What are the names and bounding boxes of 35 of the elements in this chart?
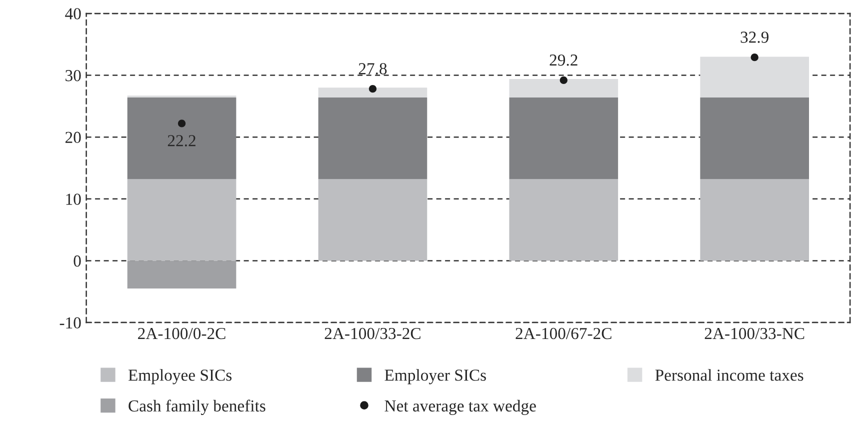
point bbox=[560, 76, 568, 84]
y-tick-label: 30 bbox=[66, 70, 81, 82]
bar bbox=[318, 179, 428, 261]
bar bbox=[509, 98, 618, 180]
bar bbox=[700, 179, 810, 261]
y-tick-label: 20 bbox=[66, 132, 81, 144]
x-tick-label: 2A-100/67-2C bbox=[516, 328, 612, 340]
data-label: 32.9 bbox=[740, 32, 768, 43]
legend-label: Cash family benefits bbox=[128, 400, 266, 415]
bar bbox=[700, 98, 810, 180]
point bbox=[368, 85, 377, 93]
bar bbox=[700, 56, 810, 98]
bar bbox=[127, 179, 236, 261]
x-tick-label: 2A-100/0-2C bbox=[138, 328, 226, 340]
y-tick-label: 10 bbox=[66, 194, 81, 205]
legend-label: Employer SICs bbox=[384, 369, 486, 384]
y-tick-label: -10 bbox=[60, 317, 81, 329]
point bbox=[178, 120, 186, 128]
y-tick-label: 40 bbox=[65, 8, 81, 20]
legend-label: Net average tax wedge bbox=[384, 400, 536, 415]
point bbox=[750, 54, 758, 62]
x-tick-label: 2A-100/33-2C bbox=[324, 328, 420, 340]
bar bbox=[127, 260, 236, 289]
data-label: 29.2 bbox=[550, 54, 578, 66]
legend-label: Employee SICs bbox=[128, 369, 232, 384]
data-label: 27.8 bbox=[358, 63, 387, 74]
bar bbox=[127, 98, 236, 180]
bar bbox=[318, 88, 428, 98]
data-label: 22.2 bbox=[168, 135, 196, 146]
bar bbox=[318, 98, 428, 180]
legend-label: Personal income taxes bbox=[655, 369, 804, 381]
bar bbox=[509, 179, 618, 261]
bar bbox=[509, 78, 618, 98]
x-tick-label: 2A-100/33-NC bbox=[704, 328, 804, 340]
y-tick-label: 0 bbox=[74, 255, 81, 267]
